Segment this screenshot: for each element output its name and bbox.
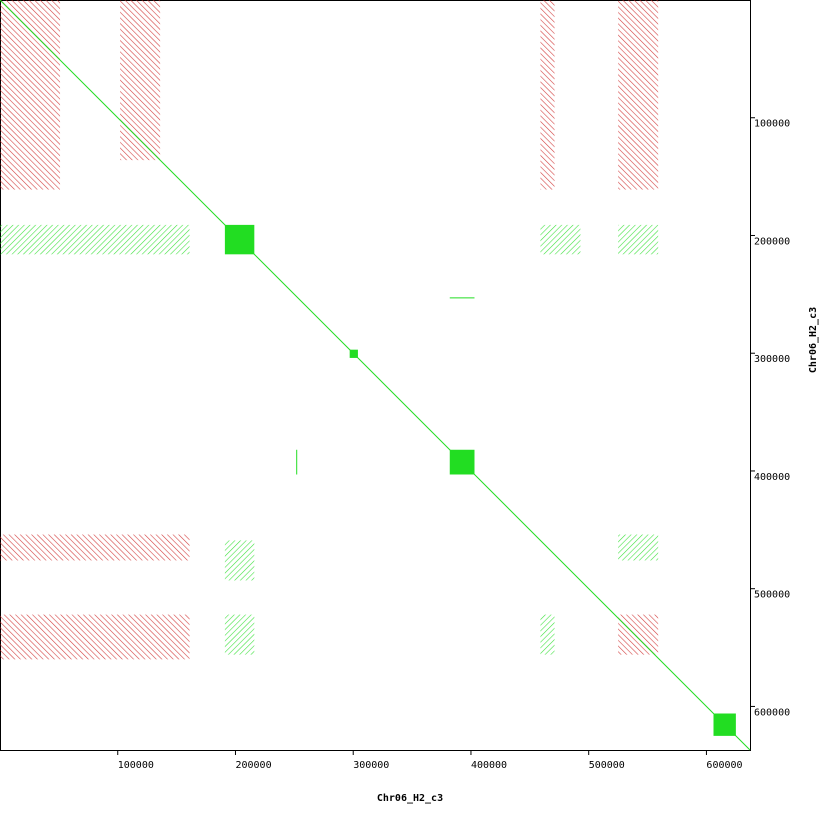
y-tick-label: 200000 — [754, 236, 790, 247]
x-tick-label: 500000 — [589, 760, 625, 771]
y-tick-label: 600000 — [754, 707, 790, 718]
x-tick-label: 300000 — [353, 760, 389, 771]
y-tick-label: 500000 — [754, 590, 790, 601]
tandem-block — [349, 349, 358, 358]
y-tick-label: 400000 — [754, 472, 790, 483]
repeat-cluster — [618, 224, 659, 255]
repeat-cluster — [0, 224, 190, 255]
repeat-cluster — [618, 534, 659, 561]
x-tick-label: 600000 — [706, 760, 742, 771]
tandem-block — [449, 449, 475, 475]
tandem-block — [224, 224, 255, 255]
y-tick-label: 100000 — [754, 119, 790, 130]
y-axis-label: Chr06_H2_c3 — [808, 307, 819, 373]
repeat-cluster — [0, 534, 190, 561]
repeat-cluster — [224, 614, 255, 655]
x-tick-label: 200000 — [235, 760, 271, 771]
repeat-cluster — [540, 614, 555, 655]
repeat-cluster — [0, 0, 61, 190]
repeat-cluster — [618, 614, 659, 655]
repeat-cluster — [540, 224, 581, 255]
repeat-cluster — [0, 614, 190, 660]
x-axis-label: Chr06_H2_c3 — [377, 793, 443, 804]
repeat-cluster — [120, 0, 161, 161]
self-diagonal — [0, 0, 751, 751]
y-tick-label: 300000 — [754, 354, 790, 365]
repeat-cluster — [224, 540, 255, 581]
tandem-block — [713, 713, 736, 736]
x-tick-label: 400000 — [471, 760, 507, 771]
repeat-cluster — [540, 0, 555, 190]
repeat-cluster — [618, 0, 659, 190]
x-tick-label: 100000 — [118, 760, 154, 771]
